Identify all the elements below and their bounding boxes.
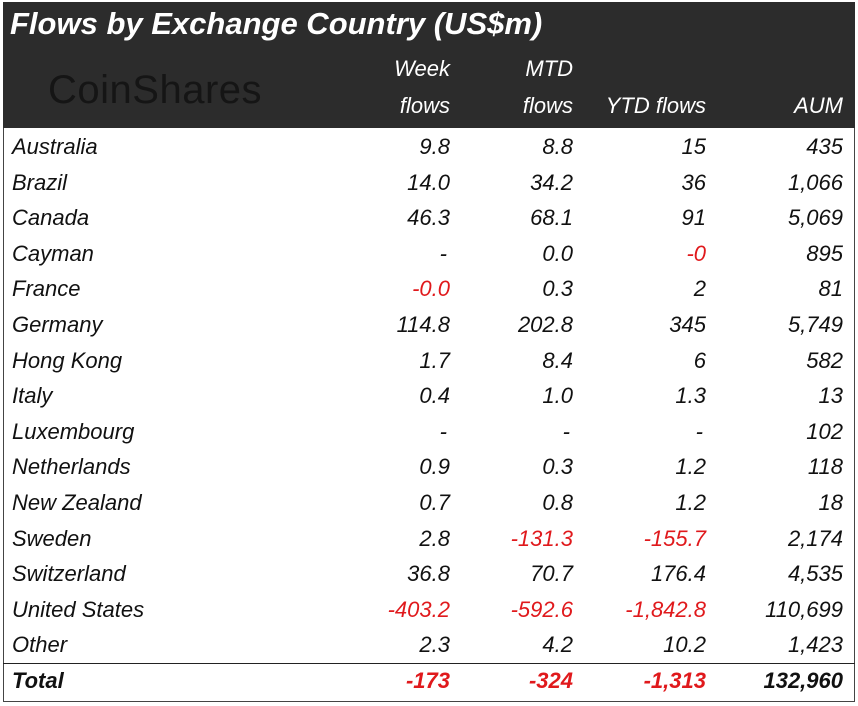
flow-value: - <box>439 240 447 266</box>
flow-value: 18 <box>818 490 843 515</box>
flow-value: 0.8 <box>542 490 573 515</box>
flow-value: 10.2 <box>663 632 706 658</box>
flow-value: 5,749 <box>787 312 843 337</box>
flow-value: 1,423 <box>787 632 843 658</box>
flow-value: 1.7 <box>419 347 450 373</box>
country-name: Australia <box>12 134 98 159</box>
flow-value: 91 <box>681 205 706 231</box>
flow-value: 0.7 <box>419 490 450 515</box>
flow-value: 0.3 <box>542 276 573 302</box>
country-name: Hong Kong <box>12 347 123 373</box>
flow-value: -0.0 <box>412 276 450 302</box>
flow-value: 8.4 <box>542 347 573 373</box>
flow-value: -1,842.8 <box>625 596 706 622</box>
column-header: Week <box>394 56 450 81</box>
flow-value: 345 <box>669 312 706 337</box>
flow-value: 2.8 <box>419 525 450 551</box>
flow-value: 0.3 <box>542 454 573 480</box>
column-header: flows <box>399 93 450 118</box>
flow-value: 6 <box>693 347 706 373</box>
column-header: AUM <box>794 93 843 118</box>
flow-value: -155.7 <box>643 525 706 551</box>
flow-value: 5,069 <box>787 205 843 231</box>
title: Flows by Exchange Country (US$m) <box>10 6 543 41</box>
flow-value: 2 <box>693 276 706 302</box>
header-band <box>3 2 855 128</box>
flow-value: 435 <box>806 134 843 159</box>
total-label: Total <box>12 668 64 693</box>
flow-value: 1.2 <box>675 490 706 515</box>
flow-value: 4.2 <box>542 632 573 658</box>
country-name: Netherlands <box>12 454 131 480</box>
flow-value: 15 <box>681 134 706 159</box>
flow-value: 114.8 <box>396 312 450 337</box>
country-name: Other <box>12 632 68 658</box>
flow-value: 102 <box>806 418 843 444</box>
total-value: -173 <box>405 668 450 693</box>
country-name: Canada <box>12 205 90 231</box>
country-name: Italy <box>12 383 53 409</box>
country-name: Brazil <box>12 169 68 195</box>
country-name: New Zealand <box>12 490 142 515</box>
flow-value: 8.8 <box>542 134 573 159</box>
flow-value: -403.2 <box>387 596 450 622</box>
flow-value: 70.7 <box>530 561 573 587</box>
flow-value: - <box>695 418 703 444</box>
total-value: -1,313 <box>643 668 706 693</box>
flow-value: 202.8 <box>517 312 573 337</box>
flow-value: 1.2 <box>675 454 706 480</box>
country-name: Switzerland <box>12 561 126 587</box>
flow-value: - <box>562 418 570 444</box>
total-separator <box>3 663 855 664</box>
column-header: flows <box>522 93 573 118</box>
flow-value: 2.3 <box>419 632 450 658</box>
flow-value: 4,535 <box>787 561 843 587</box>
flow-value: 0.4 <box>419 383 450 409</box>
logo: CoinShares <box>48 68 263 112</box>
column-header: MTD <box>525 56 573 81</box>
country-name: Cayman <box>12 240 94 266</box>
country-name: France <box>12 276 81 302</box>
flow-value: 1.0 <box>542 383 573 409</box>
flow-value: 36 <box>681 169 706 195</box>
flow-value: 0.0 <box>542 240 573 266</box>
flow-value: 176.4 <box>650 561 706 587</box>
flow-value: 110,699 <box>765 596 843 622</box>
flow-value: 0.9 <box>419 454 450 480</box>
flow-value: 582 <box>806 347 843 373</box>
flow-value: 1.3 <box>675 383 706 409</box>
total-value: -324 <box>528 668 573 693</box>
country-name: Germany <box>12 312 103 337</box>
flow-value: 81 <box>818 276 843 302</box>
flow-value: -592.6 <box>510 596 573 622</box>
flow-value: 13 <box>818 383 843 409</box>
country-name: United States <box>12 596 145 622</box>
flow-value: 895 <box>806 240 843 266</box>
flow-value: -131.3 <box>510 525 573 551</box>
country-name: Sweden <box>12 525 92 551</box>
country-name: Luxembourg <box>12 418 135 444</box>
flow-value: 1,066 <box>787 169 843 195</box>
flow-value: 14.0 <box>407 169 450 195</box>
flow-value: 2,174 <box>787 525 843 551</box>
flow-value: -0 <box>686 240 706 266</box>
flow-value: 68.1 <box>530 205 573 231</box>
total-value: 132,960 <box>763 668 843 693</box>
flow-value: 34.2 <box>530 169 573 195</box>
flow-value: 9.8 <box>419 134 450 159</box>
flow-value: 118 <box>807 454 843 480</box>
flow-value: 36.8 <box>407 561 450 587</box>
flow-value: - <box>439 418 447 444</box>
column-header: YTD flows <box>605 93 706 118</box>
flow-value: 46.3 <box>407 205 450 231</box>
